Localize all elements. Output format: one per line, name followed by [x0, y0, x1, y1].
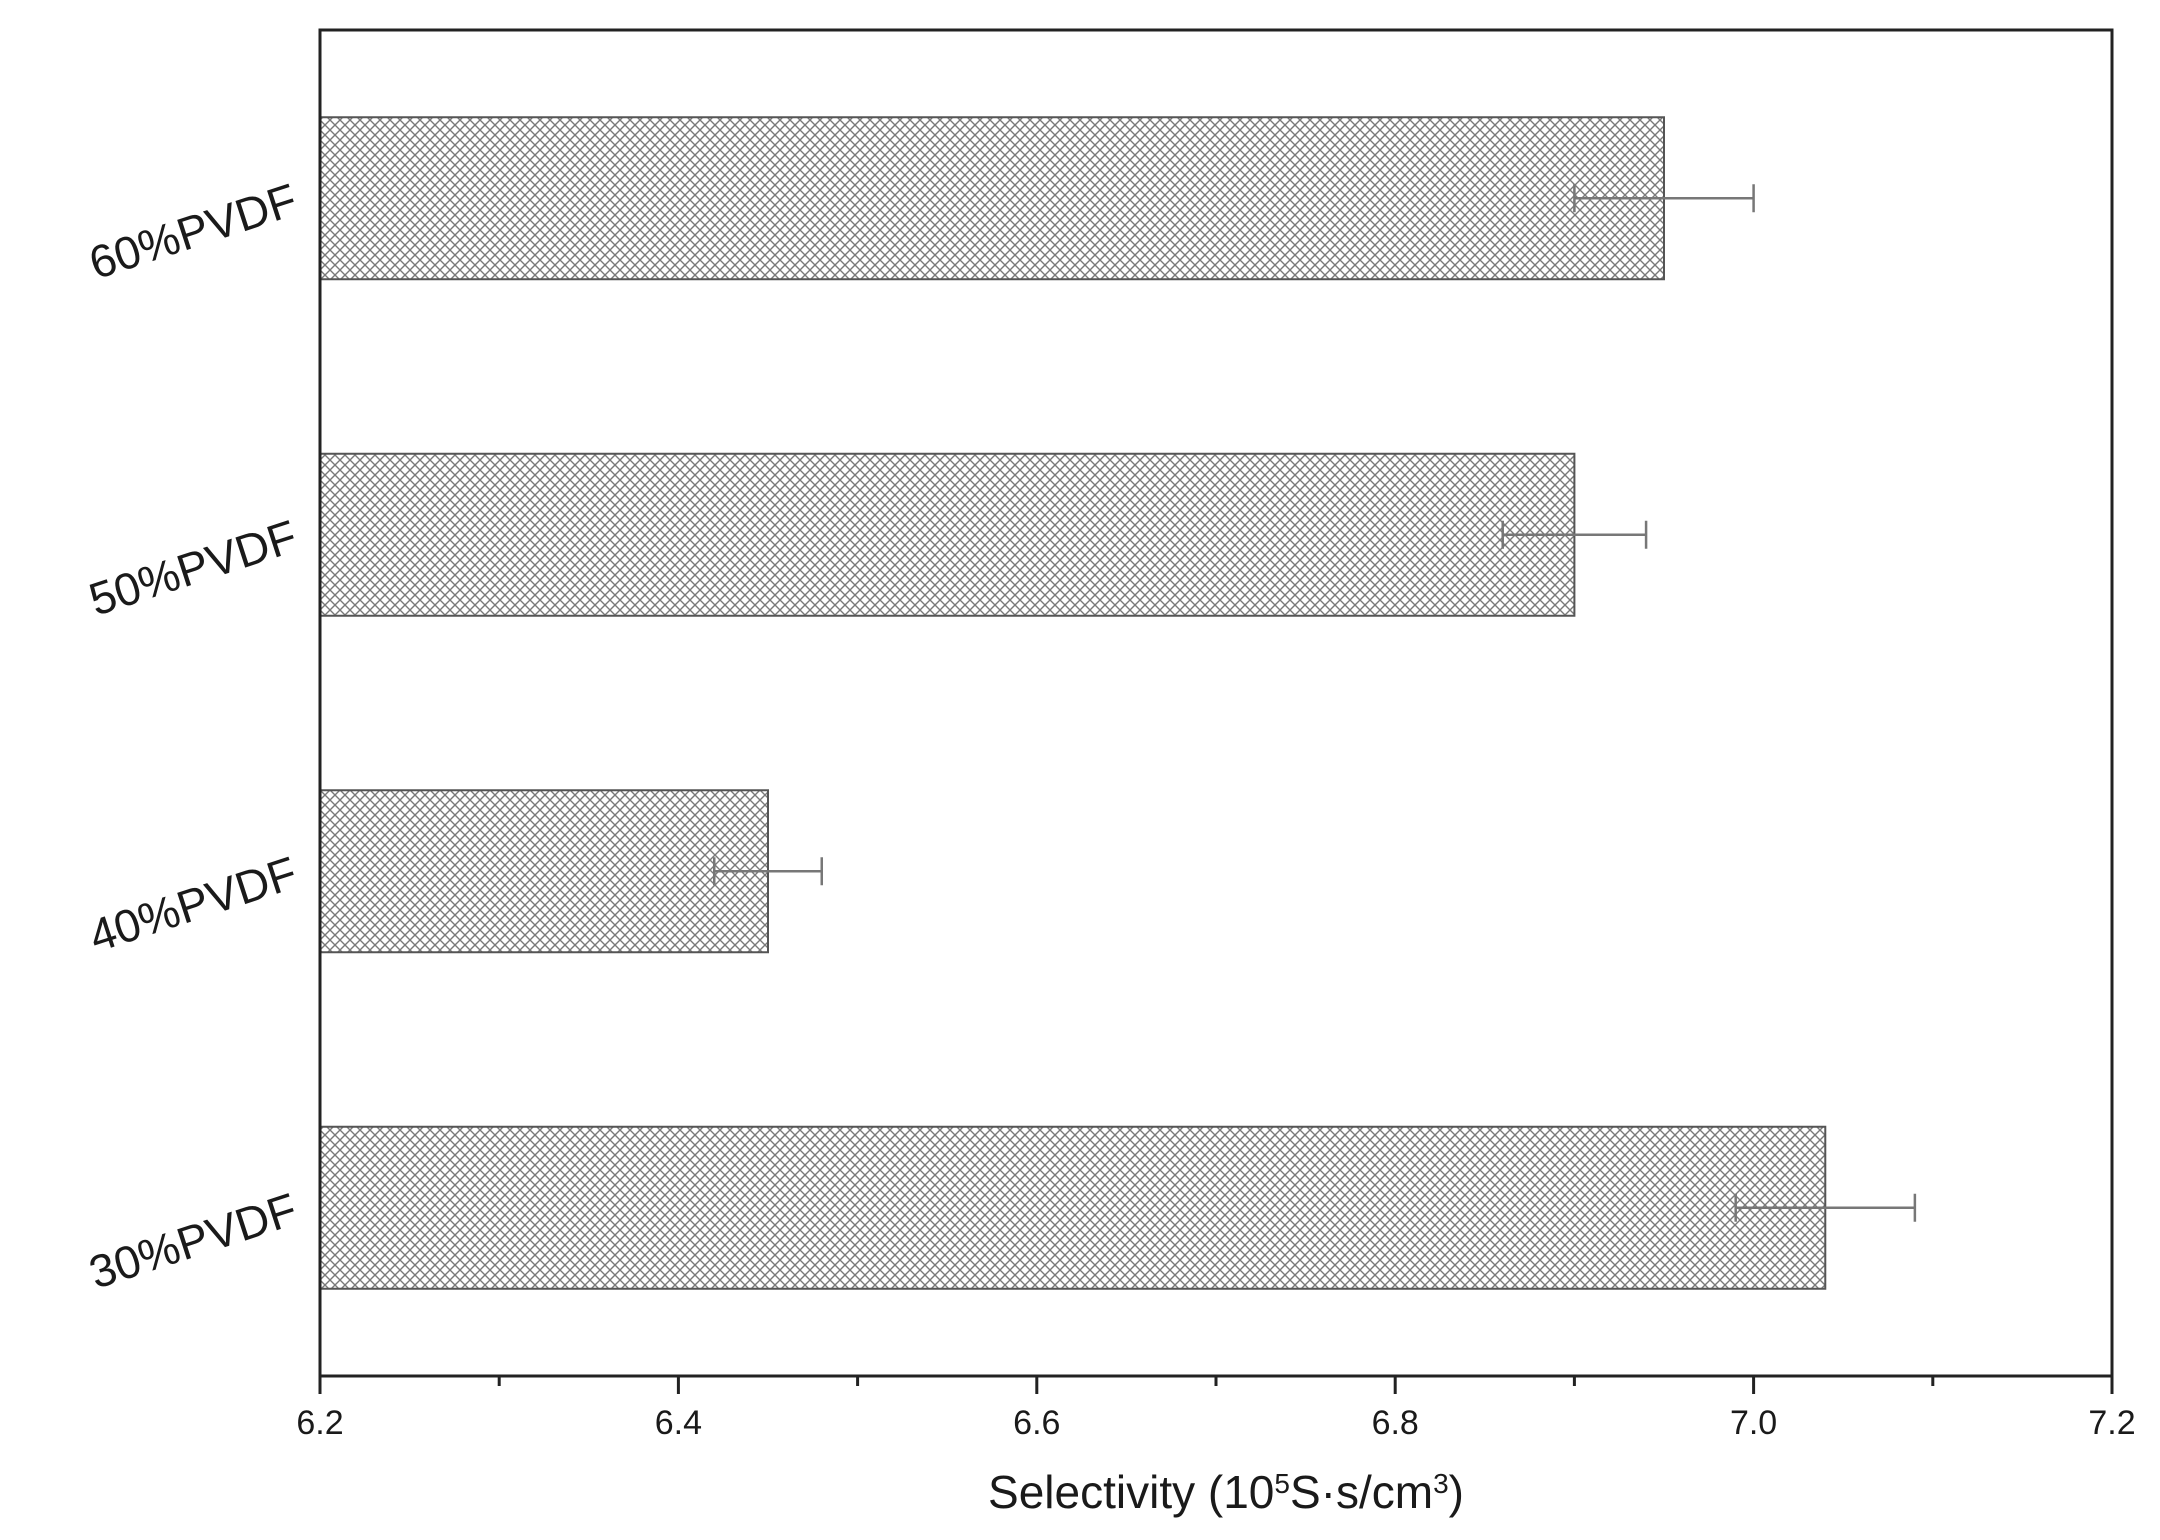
category-label: 60%PVDF	[83, 173, 303, 289]
x-tick-label: 7.0	[1730, 1404, 1777, 1442]
bar-60-pvdf	[319, 116, 1665, 281]
x-axis-title-suffix: )	[1449, 1466, 1464, 1518]
x-axis-title-sup2: 3	[1433, 1468, 1449, 1499]
x-axis-title-middle: S·s/cm	[1290, 1466, 1433, 1518]
x-tick-label: 6.8	[1372, 1404, 1419, 1442]
x-ticks-layer	[318, 1376, 2114, 1394]
bar-50-pvdf	[319, 452, 1576, 617]
error-bar-40-pvdf	[712, 857, 824, 886]
x-axis-title-prefix: Selectivity (10	[988, 1466, 1274, 1518]
error-bar-60-pvdf	[1573, 184, 1755, 213]
error-bar-50-pvdf	[1501, 520, 1648, 549]
bars-layer	[319, 116, 1827, 1290]
error-bar-30-pvdf	[1734, 1193, 1917, 1222]
x-axis-title: Selectivity (105S·s/cm3)	[988, 1466, 1464, 1518]
category-label: 40%PVDF	[83, 846, 303, 962]
x-tick-labels: 6.2 6.4 6.6 6.8 7.0 7.2	[296, 1404, 2135, 1442]
category-label: 50%PVDF	[83, 510, 303, 626]
x-tick-label: 6.6	[1013, 1404, 1060, 1442]
error-bars-layer	[712, 184, 1917, 1222]
bar-40-pvdf	[319, 789, 769, 954]
category-labels: 60%PVDF 50%PVDF 40%PVDF 30%PVDF	[83, 173, 303, 1298]
category-label: 30%PVDF	[83, 1183, 303, 1299]
x-tick-label: 6.2	[296, 1404, 343, 1442]
x-tick-label: 7.2	[2088, 1404, 2135, 1442]
x-axis-title-sup1: 5	[1274, 1468, 1290, 1499]
bar-30-pvdf	[319, 1125, 1827, 1290]
x-tick-label: 6.4	[655, 1404, 702, 1442]
